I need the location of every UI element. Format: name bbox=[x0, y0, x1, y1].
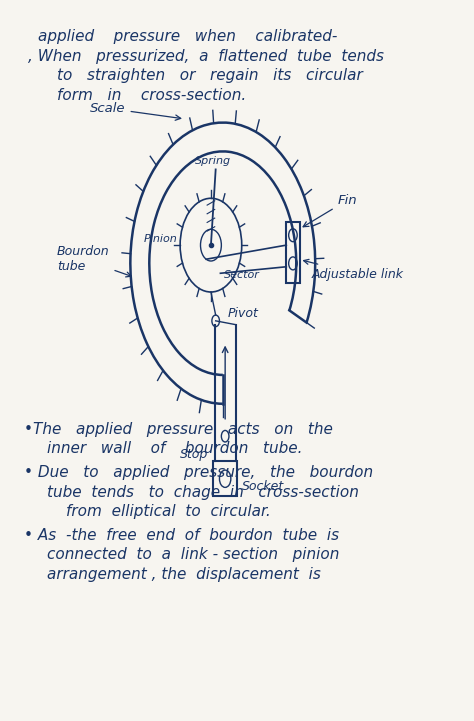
Text: • As  -the  free  end  of  bourdon  tube  is: • As -the free end of bourdon tube is bbox=[24, 528, 339, 543]
Text: • Due   to   applied   pressure,   the   bourdon: • Due to applied pressure, the bourdon bbox=[24, 465, 373, 480]
Text: Spring: Spring bbox=[195, 156, 231, 166]
Text: Fin: Fin bbox=[303, 194, 357, 227]
Text: applied    pressure   when    calibrated-: applied pressure when calibrated- bbox=[38, 29, 337, 44]
Text: to   straighten   or   regain   its   circular: to straighten or regain its circular bbox=[57, 68, 363, 84]
Text: Adjustable link: Adjustable link bbox=[304, 260, 403, 280]
Text: Pivot: Pivot bbox=[228, 307, 258, 320]
Text: Stop: Stop bbox=[180, 448, 208, 461]
Text: , When   pressurized,  a  flattened  tube  tends: , When pressurized, a flattened tube ten… bbox=[28, 49, 384, 64]
Text: Socket: Socket bbox=[242, 480, 284, 493]
Text: from  elliptical  to  circular.: from elliptical to circular. bbox=[66, 504, 271, 519]
Text: Sector: Sector bbox=[224, 270, 260, 280]
Text: •The   applied   pressure   acts   on   the: •The applied pressure acts on the bbox=[24, 422, 333, 437]
Text: form   in    cross-section.: form in cross-section. bbox=[57, 88, 246, 103]
Text: arrangement , the  displacement  is: arrangement , the displacement is bbox=[47, 567, 321, 582]
Text: Pinion: Pinion bbox=[144, 234, 178, 244]
Text: tube  tends   to  chage  in   cross-section: tube tends to chage in cross-section bbox=[47, 485, 359, 500]
Text: connected  to  a  link - section   pinion: connected to a link - section pinion bbox=[47, 547, 340, 562]
Text: Scale: Scale bbox=[90, 102, 181, 120]
Text: inner   wall    of    bourdon   tube.: inner wall of bourdon tube. bbox=[47, 441, 303, 456]
Text: Bourdon
tube: Bourdon tube bbox=[57, 245, 131, 277]
